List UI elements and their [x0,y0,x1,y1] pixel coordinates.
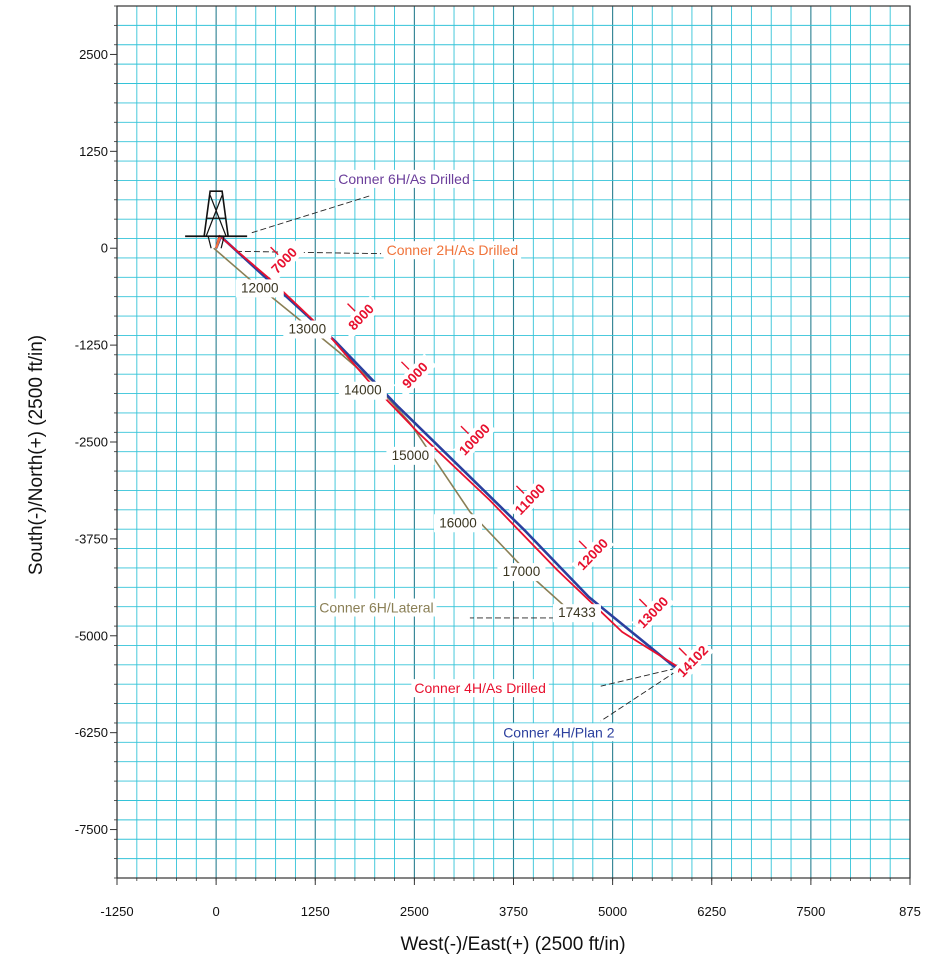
well-label: Conner 6H/As Drilled [338,171,470,187]
y-tick-label: 0 [101,241,108,256]
y-tick-label: -5000 [75,628,108,643]
well-label-bg [411,679,549,698]
axis-ticks: 2500 1250 0 -1250 -2500 -3750 -5000 -6250 -7500 -… [75,5,921,919]
md-label-bg [453,417,496,462]
well-labels: Conner 6H/As Drilled Conner 2H/As Drilled… [316,169,618,742]
x-tick-label: 1250 [301,904,330,919]
well-label: Conner 4H/Plan 2 [503,724,615,740]
x-tick-label: -1250 [100,904,133,919]
md-label-bg [386,446,435,465]
leader-line [235,250,382,255]
md-label: 17433 [558,605,596,620]
leader-line [600,671,677,722]
rig-brace [209,195,227,237]
well-label: Conner 2H/As Drilled [387,242,519,258]
series-line-conner-4h-as-drilled [215,234,680,669]
md-label-bg [235,279,284,298]
y-tick-label: -6250 [75,725,108,740]
y-tick-label: -7500 [75,822,108,837]
y-tick-label: -1250 [75,338,108,353]
x-tick-label: 5000 [598,904,627,919]
y-tick-label: -2500 [75,435,108,450]
md-label-bg [433,514,482,533]
x-tick-label: 3750 [499,904,528,919]
y-axis-title: South(-)/North(+) (2500 ft/in) [26,335,47,575]
well-label-bg [500,723,618,742]
md-label: 17000 [503,564,541,579]
md-label: 14000 [344,383,382,398]
x-tick-label: 6250 [697,904,726,919]
label-leader-lines [235,195,677,722]
well-label: Conner 4H/As Drilled [414,680,546,696]
rig-leg [207,236,212,249]
well-label-bg [316,598,437,617]
md-label-bg [338,381,387,400]
md-label-bg [671,639,715,684]
grid [116,5,911,879]
md-label: 15000 [392,448,430,463]
x-tick-label: 0 [213,904,220,919]
md-label: 13000 [289,321,327,336]
rig-brace [205,195,223,237]
rig-leg [220,236,225,249]
md-label-bg [631,590,675,635]
y-tick-label: 1250 [79,144,108,159]
x-tick-label: 875 [899,904,921,919]
leader-line [251,195,371,234]
well-label: Conner 6H/Lateral [319,600,433,616]
leader-line [600,667,677,687]
md-label-bg [393,353,437,398]
md-label-bg [262,238,306,283]
md-label-bg [339,295,383,339]
md-label: 16000 [439,515,477,530]
md-label-bg [571,532,615,577]
md-label-bg [552,604,601,623]
x-tick-label: 2500 [400,904,429,919]
well-label-bg [335,169,473,188]
rig-mast [203,190,229,237]
drilling-rig-icon [185,190,248,249]
md-label-bg [497,563,546,582]
y-tick-label: 2500 [79,47,108,62]
md-label-bg [283,320,332,339]
y-tick-label: -3750 [75,531,108,546]
series-line-conner-2h-as-drilled [215,236,222,249]
md-label-bg [508,477,552,522]
x-tick-label: 7500 [796,904,825,919]
x-axis-title: West(-)/East(+) (2500 ft/in) [400,934,625,955]
md-label: 12000 [241,280,279,295]
well-label-bg [383,241,522,260]
